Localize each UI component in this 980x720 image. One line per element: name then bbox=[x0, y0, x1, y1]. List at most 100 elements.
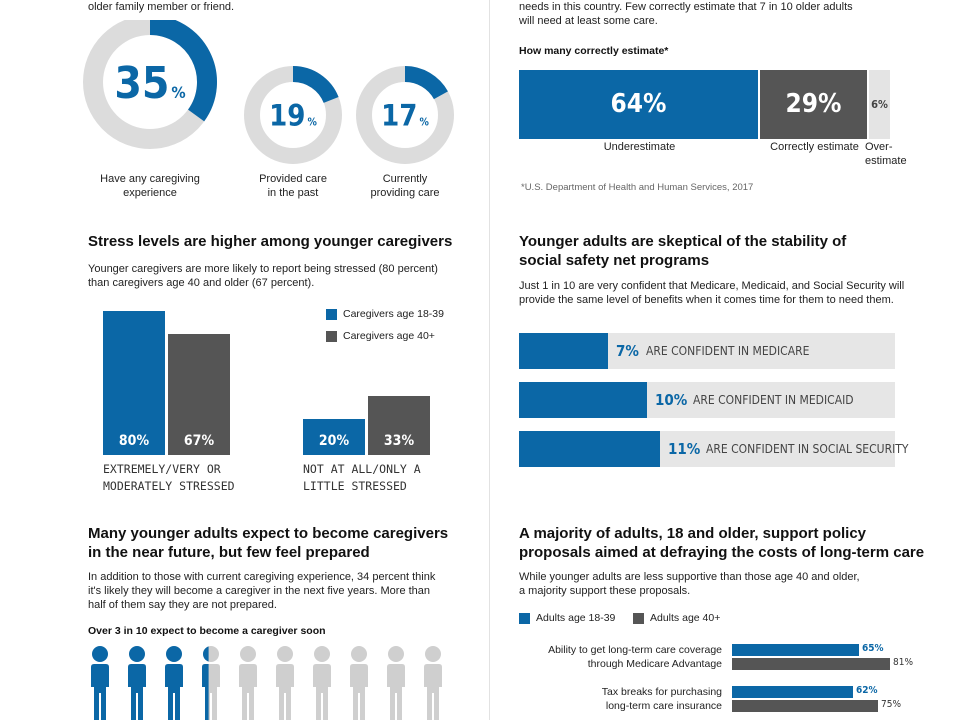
estimate-segment: 64% bbox=[519, 70, 758, 139]
policy-legend-item-1: Adults age 18-39 bbox=[519, 612, 615, 624]
legend-label: Caregivers age 40+ bbox=[343, 330, 435, 342]
person-body bbox=[276, 664, 294, 720]
expect-body-line: it's likely they will become a caregiver… bbox=[88, 585, 431, 597]
intro-text-tail: older family member or friend. bbox=[88, 1, 235, 13]
safety-title-line: Younger adults are skeptical of the stab… bbox=[519, 233, 847, 250]
estimate-category-label: Over-estimate bbox=[865, 141, 907, 167]
person-icon bbox=[128, 646, 146, 720]
stress-category-label: Not at all/only a bbox=[303, 462, 421, 476]
person-head bbox=[203, 646, 209, 662]
policy-title-line: proposals aimed at defraying the costs o… bbox=[519, 544, 925, 561]
donut-pct-sign: % bbox=[307, 116, 317, 128]
donut-pct-sign: % bbox=[419, 116, 429, 128]
policy-body: While younger adults are less supportive… bbox=[519, 570, 860, 598]
expect-body-line: In addition to those with current caregi… bbox=[88, 571, 436, 583]
safety-title: Younger adults are skeptical of the stab… bbox=[519, 232, 846, 270]
person-icon bbox=[202, 646, 209, 720]
legend-swatch-gray bbox=[633, 612, 644, 624]
policy-bar bbox=[732, 700, 878, 712]
person-head bbox=[166, 646, 182, 662]
confidence-label: Are confident in Medicaid bbox=[693, 393, 854, 407]
person-head bbox=[240, 646, 256, 662]
donut-caption: in the past bbox=[268, 187, 319, 199]
policy-title: A majority of adults, 18 and older, supp… bbox=[519, 524, 924, 562]
policy-category-label: long-term care insurance bbox=[605, 700, 722, 712]
stress-bar-value: 67% bbox=[183, 433, 215, 449]
donut-pct-sign: % bbox=[171, 83, 185, 102]
person-head bbox=[351, 646, 367, 662]
person-icon bbox=[276, 646, 294, 720]
confidence-fill bbox=[519, 431, 660, 467]
donut-caption: Currently bbox=[383, 173, 428, 185]
stress-category-label: little stressed bbox=[303, 479, 407, 493]
donut-value-arc bbox=[404, 66, 448, 100]
expect-subhead: Over 3 in 10 expect to become a caregive… bbox=[88, 625, 326, 637]
person-body bbox=[165, 664, 183, 720]
person-head bbox=[314, 646, 330, 662]
safety-title-line: social safety net programs bbox=[519, 252, 710, 269]
person-head bbox=[388, 646, 404, 662]
person-body bbox=[424, 664, 442, 720]
stress-legend-item-2: Caregivers age 40+ bbox=[326, 330, 435, 342]
person-head bbox=[425, 646, 441, 662]
confidence-row: 11% Are confident in Social Security bbox=[519, 431, 908, 467]
policy-category-label: through Medicare Advantage bbox=[587, 658, 722, 670]
confidence-label: Are confident in Medicare bbox=[646, 344, 810, 358]
policy-title-line: A majority of adults, 18 and older, supp… bbox=[519, 525, 866, 542]
estimate-value-label: 29% bbox=[785, 89, 842, 119]
person-head bbox=[92, 646, 108, 662]
policy-legend-item-2: Adults age 40+ bbox=[633, 612, 720, 624]
safety-body-line: Just 1 in 10 are very confident that Med… bbox=[519, 280, 905, 292]
stress-bar: 80% bbox=[103, 311, 165, 455]
estimate-category-label: Correctly estimate bbox=[770, 141, 859, 153]
stress-bar-chart: 80% 67% Extremely/very or moderately stress… bbox=[88, 300, 468, 500]
policy-bar-chart: Ability to get long-term care coverage th… bbox=[519, 640, 919, 720]
donut-value-label: 35% bbox=[114, 58, 185, 109]
policy-bar bbox=[732, 644, 859, 656]
column-divider bbox=[489, 0, 490, 720]
person-icon bbox=[91, 646, 109, 720]
person-body bbox=[239, 664, 257, 720]
confidence-fill bbox=[519, 382, 647, 418]
person-body bbox=[387, 664, 405, 720]
donut-caption: Have any caregiving bbox=[100, 173, 200, 185]
person-icon bbox=[424, 646, 442, 720]
expect-body-line: half of them say they are not prepared. bbox=[88, 599, 277, 611]
people-pictograph bbox=[91, 646, 442, 720]
estimate-value-label: 6% bbox=[871, 98, 888, 111]
confidence-value: 10% bbox=[655, 391, 688, 409]
policy-bar-value: 81% bbox=[893, 657, 913, 668]
legend-label: Adults age 40+ bbox=[650, 612, 721, 624]
person-body bbox=[91, 664, 109, 720]
policy-category-label: Ability to get long-term care coverage bbox=[548, 644, 722, 656]
estimate-category-labels: Underestimate Correctly estimate Over-esti… bbox=[519, 140, 929, 174]
stress-bar: 33% bbox=[368, 396, 430, 455]
policy-body-line: a majority support these proposals. bbox=[519, 585, 691, 597]
legend-label: Caregivers age 18-39 bbox=[343, 308, 444, 320]
donut-value-arc bbox=[149, 20, 217, 122]
confidence-row: 7% Are confident in Medicare bbox=[519, 333, 895, 369]
policy-bar-value: 75% bbox=[881, 699, 901, 710]
policy-body-line: While younger adults are less supportive… bbox=[519, 571, 860, 583]
confidence-value: 7% bbox=[616, 342, 639, 360]
stress-category-label: moderately stressed bbox=[103, 479, 235, 493]
footnote: *U.S. Department of Health and Human Ser… bbox=[521, 182, 754, 193]
person-icon bbox=[239, 646, 257, 720]
estimate-value-label: 64% bbox=[610, 89, 667, 119]
legend-label: Adults age 18-39 bbox=[536, 612, 616, 624]
estimate-intro-line: needs in this country. Few correctly est… bbox=[519, 1, 853, 13]
person-body bbox=[313, 664, 331, 720]
policy-category-label: Tax breaks for purchasing bbox=[601, 686, 722, 698]
person-head bbox=[129, 646, 145, 662]
person-icon bbox=[387, 646, 405, 720]
confidence-bar-chart: 7% Are confident in Medicare 10% Are confid… bbox=[519, 333, 908, 473]
donut-caption: providing care bbox=[370, 187, 439, 199]
person-icon bbox=[165, 646, 183, 720]
estimate-stacked-bar: 64% 29% 6% bbox=[519, 70, 895, 139]
legend-swatch-blue bbox=[519, 612, 530, 624]
donut-value-label: 19% bbox=[269, 98, 317, 132]
confidence-row: 10% Are confident in Medicaid bbox=[519, 382, 895, 418]
donut-value-label: 17% bbox=[381, 98, 429, 132]
person-body bbox=[202, 664, 209, 720]
stress-legend-item-1: Caregivers age 18-39 bbox=[326, 308, 444, 320]
